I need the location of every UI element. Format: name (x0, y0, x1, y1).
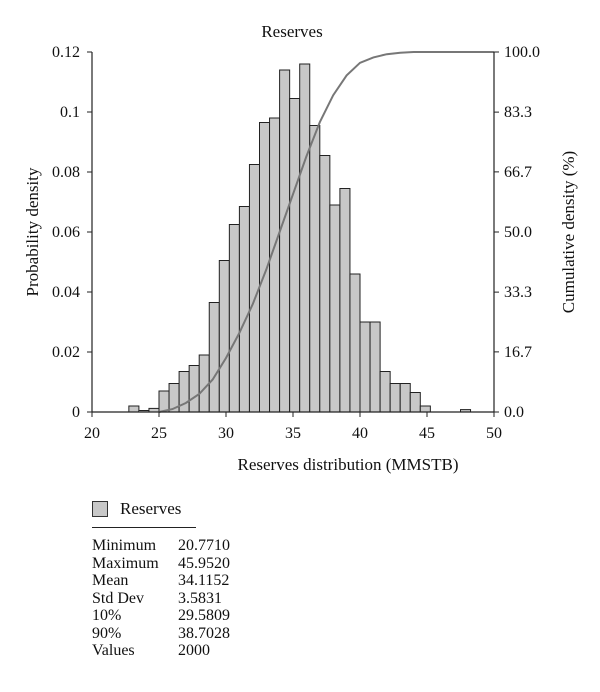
histogram-bar (379, 371, 391, 413)
y2-tick-label: 0.0 (504, 404, 524, 421)
stat-label: 90% (92, 624, 122, 642)
cumulative-density-line (158, 51, 494, 413)
histogram-bar (228, 224, 240, 413)
bars-layer (128, 63, 472, 413)
histogram-bar (218, 260, 230, 413)
stats-row: Minimum 20.7710 (92, 537, 230, 555)
histogram-bar (128, 405, 140, 413)
histogram-bar (289, 98, 301, 413)
legend-entry: Reserves (92, 498, 292, 520)
y2-tick-label: 100.0 (504, 44, 540, 61)
y-tick-label: 0.1 (60, 104, 80, 121)
stats-row: Std Dev 3.5831 (92, 590, 230, 608)
y2-tick-label: 66.7 (504, 164, 532, 181)
histogram-bar (369, 321, 381, 413)
x-tick-label: 40 (352, 425, 368, 442)
histogram-bar (279, 69, 291, 413)
x-tick-label: 30 (218, 425, 234, 442)
histogram-bar (309, 125, 321, 413)
y-tick-label: 0 (72, 404, 80, 421)
legend-divider (92, 527, 196, 528)
histogram-bar (238, 206, 250, 413)
x-axis-label: Reserves distribution (MMSTB) (238, 455, 459, 474)
stat-value: 38.7028 (178, 624, 230, 642)
histogram-bar (339, 188, 351, 413)
legend-swatch (92, 501, 108, 517)
stat-label: Std Dev (92, 589, 144, 607)
histogram-bar (409, 392, 421, 413)
stat-value: 3.5831 (178, 589, 222, 607)
legend-stats-panel: Reserves Minimum 20.7710 Maximum 45.9520 M… (92, 498, 292, 660)
stat-value: 45.9520 (178, 554, 230, 572)
cumulative-line-layer (158, 51, 494, 413)
histogram-bar (299, 63, 311, 413)
stat-label: Values (92, 642, 135, 659)
stats-row: Maximum 45.9520 (92, 555, 230, 573)
histogram-bar (399, 383, 411, 413)
y-axis-label: Probability density (23, 167, 42, 296)
stat-value: 20.7710 (178, 537, 230, 554)
histogram-bar (349, 273, 361, 413)
histogram-bar (269, 117, 281, 413)
histogram-bar (319, 155, 331, 413)
histogram-bar (329, 204, 341, 413)
y2-axis-label: Cumulative density (%) (559, 151, 578, 313)
x-tick-label: 45 (419, 425, 435, 442)
y-tick-label: 0.02 (52, 344, 80, 361)
stats-row: Mean 34.1152 (92, 572, 230, 590)
y-tick-label: 0.08 (52, 164, 80, 181)
y-tick-label: 0.06 (52, 224, 80, 241)
y-tick-label: 0.12 (52, 44, 80, 61)
y-tick-label: 0.04 (52, 284, 80, 301)
x-tick-label: 20 (84, 425, 100, 442)
histogram-bar (389, 383, 401, 413)
stat-label: 10% (92, 607, 122, 624)
y2-tick-label: 16.7 (504, 344, 532, 361)
histogram-bar (419, 405, 431, 413)
stat-label: Minimum (92, 537, 157, 554)
stats-table: Minimum 20.7710 Maximum 45.9520 Mean 34.115… (92, 537, 230, 660)
chart-title: Reserves (261, 22, 322, 41)
stats-row: 90% 38.7028 (92, 625, 230, 643)
x-tick-label: 50 (486, 425, 502, 442)
stat-value: 2000 (178, 642, 210, 659)
stat-label: Maximum (92, 554, 159, 572)
stat-label: Mean (92, 572, 129, 589)
stat-value: 34.1152 (178, 572, 230, 589)
x-tick-label: 25 (151, 425, 167, 442)
histogram-bar (359, 321, 371, 413)
histogram-bar (188, 365, 200, 413)
stat-value: 29.5809 (178, 607, 230, 624)
y2-tick-label: 33.3 (504, 284, 532, 301)
ticks-layer: 20 25 30 35 40 45 50 0 0.02 0.04 0.06 0.08 0.1 0.12 0.… (52, 44, 540, 442)
y2-tick-label: 50.0 (504, 224, 532, 241)
stats-row: Values 2000 (92, 642, 230, 660)
histogram-bar (208, 302, 220, 413)
histogram-bar (158, 390, 170, 413)
legend-label: Reserves (120, 499, 182, 518)
stats-row: 10% 29.5809 (92, 607, 230, 625)
y2-tick-label: 83.3 (504, 104, 532, 121)
x-tick-label: 35 (285, 425, 301, 442)
histogram-chart: Reserves 20 25 30 35 40 45 5000.020.040.060.08… (23, 22, 578, 474)
